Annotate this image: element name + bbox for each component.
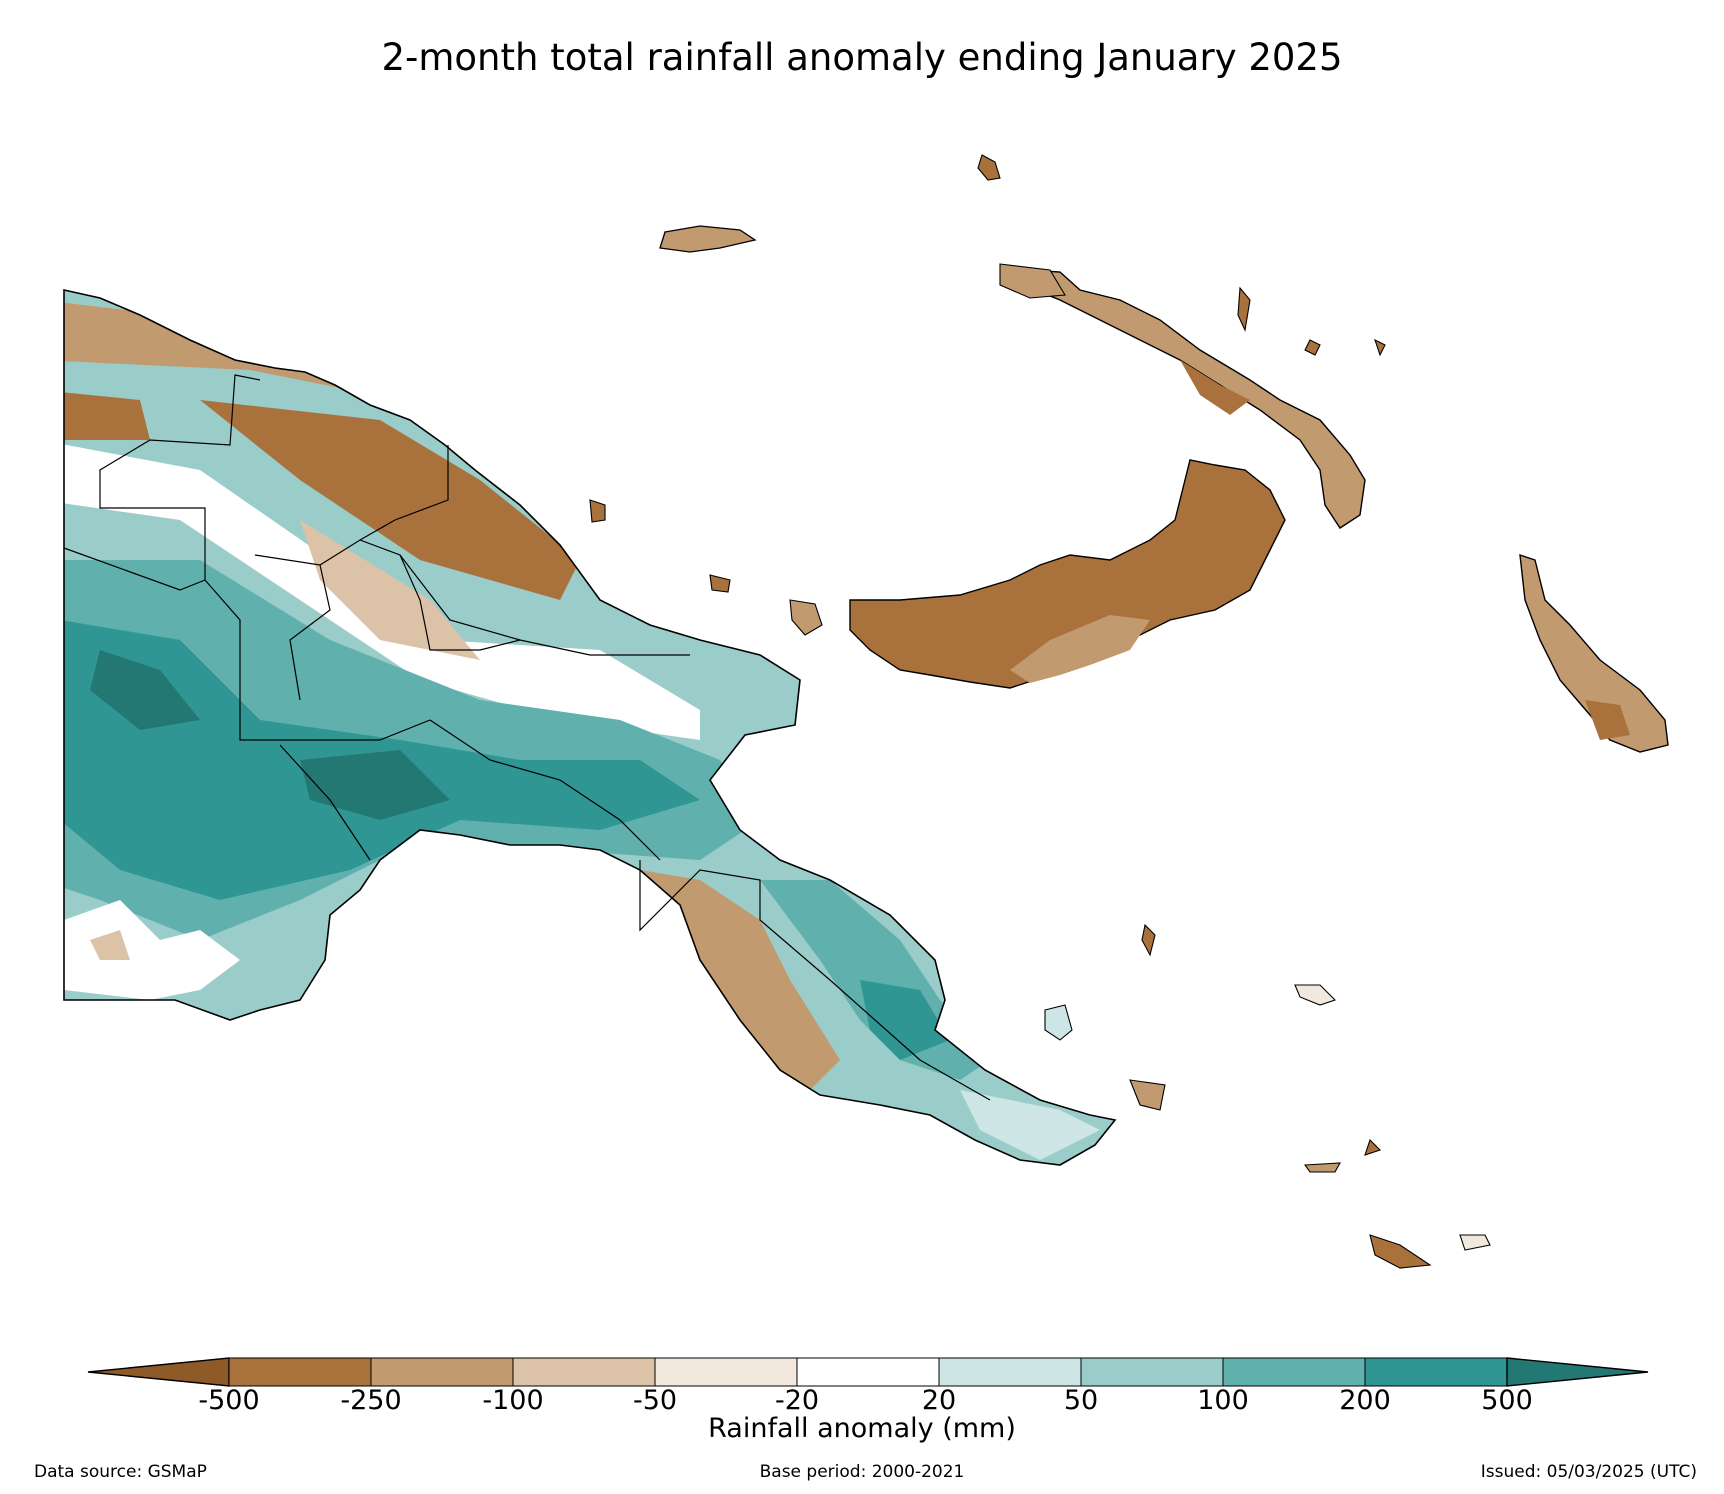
small-islands (589, 154, 1491, 1269)
color-bar-high-extension (1506, 1357, 1649, 1387)
bougainville-shade (1585, 700, 1630, 740)
color-bar-segment (654, 1357, 798, 1387)
color-bar-tick: -50 (632, 1385, 678, 1416)
color-bar-tick: 100 (1197, 1385, 1249, 1416)
color-bar-tick: 20 (921, 1385, 957, 1416)
new-ireland-island (1029, 269, 1366, 529)
new-ireland-mid-shade (1180, 360, 1250, 415)
color-bar-tick: 500 (1481, 1385, 1533, 1416)
mainland-coastline (63, 289, 1117, 1166)
color-bar-segment (796, 1357, 940, 1387)
color-bar-segment (938, 1357, 1082, 1387)
color-bar-tick: -500 (198, 1385, 260, 1416)
map-title: 2-month total rainfall anomaly ending Ja… (381, 36, 1343, 79)
color-bar-tick: 50 (1063, 1385, 1099, 1416)
color-bar-tick: -100 (482, 1385, 544, 1416)
base-period-note: Base period: 2000-2021 (759, 1462, 965, 1482)
color-bar-low-extension (87, 1357, 230, 1387)
color-bar-segment (370, 1357, 514, 1387)
color-bar-segment (512, 1357, 656, 1387)
color-bar-segment (1222, 1357, 1366, 1387)
color-bar-segment (228, 1357, 372, 1387)
color-bar-tick: 200 (1339, 1385, 1391, 1416)
issued-date-note: Issued: 05/03/2025 (UTC) (1480, 1462, 1697, 1482)
color-bar-label: Rainfall anomaly (mm) (708, 1413, 1016, 1444)
dentrecasteaux-island (1044, 1004, 1073, 1041)
color-bar-tick: -250 (340, 1385, 402, 1416)
data-source-note: Data source: GSMaP (34, 1462, 207, 1482)
province-boundaries (63, 374, 991, 1101)
new-britain-east-shade (1010, 615, 1150, 683)
color-bar-tick: -20 (774, 1385, 820, 1416)
new-britain-island (849, 459, 1286, 689)
color-bar (87, 1357, 1649, 1387)
color-bar-segment (1364, 1357, 1508, 1387)
color-bar-segment (1080, 1357, 1224, 1387)
bougainville-island (1519, 553, 1669, 753)
manus-island (659, 225, 757, 253)
